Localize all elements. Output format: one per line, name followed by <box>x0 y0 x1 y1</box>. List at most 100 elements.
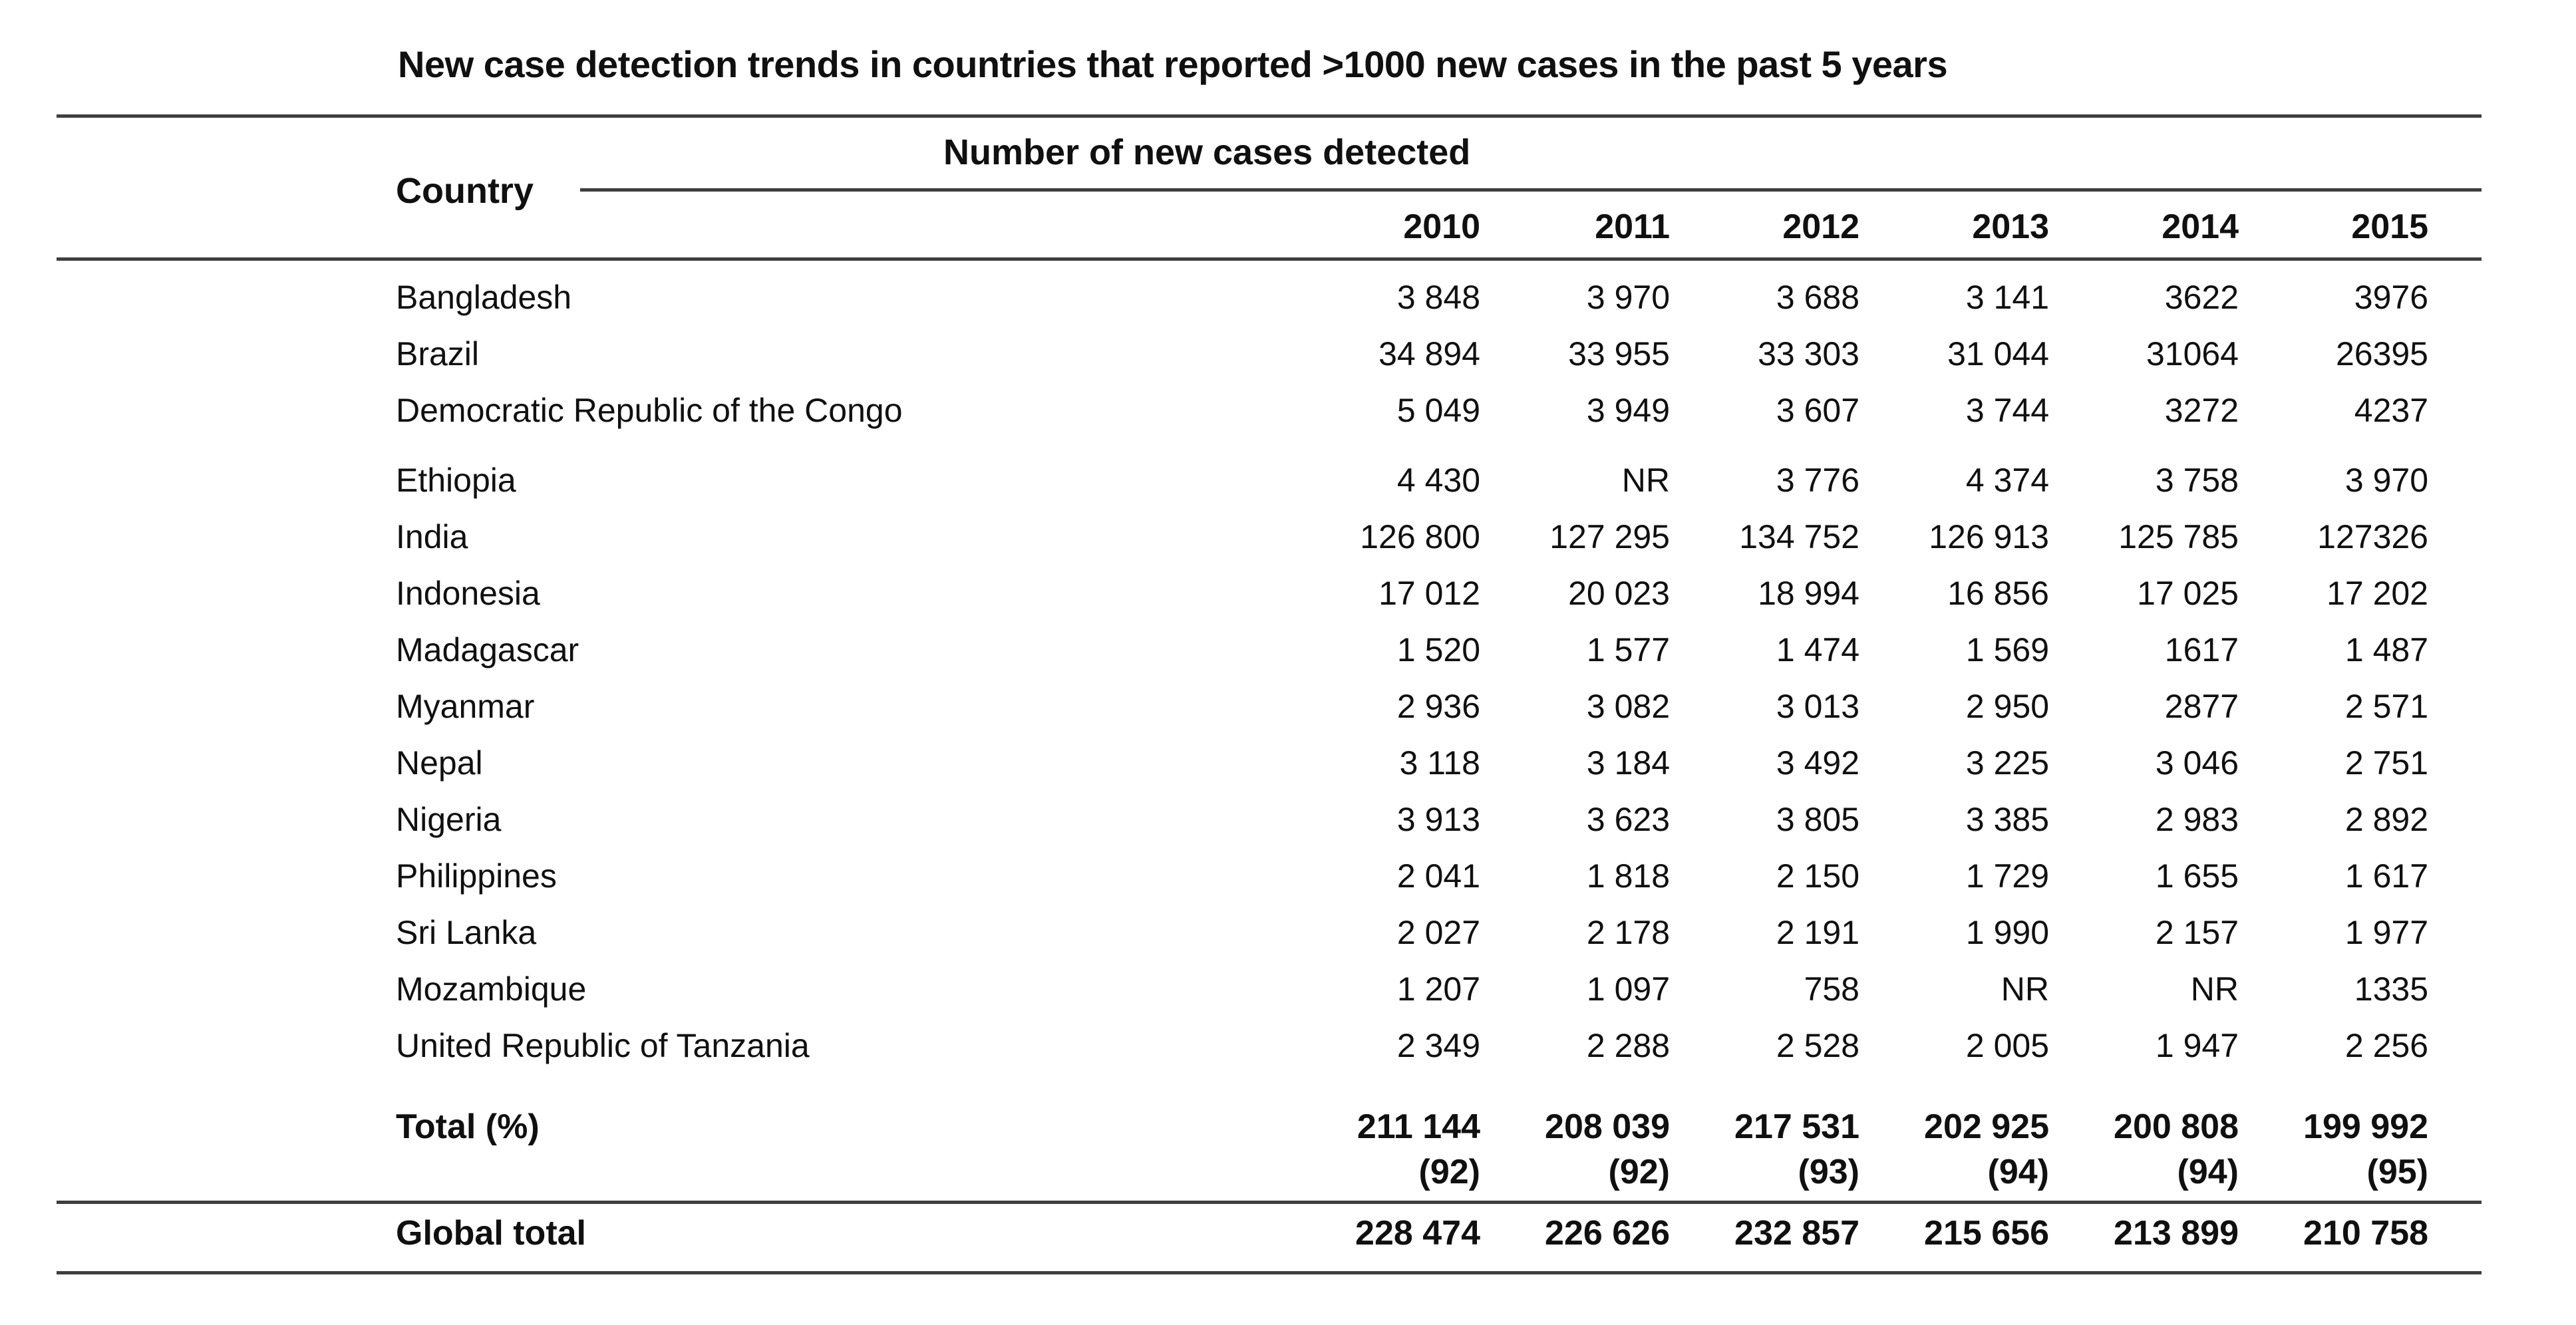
value-cell: 3 848 <box>1396 278 1480 316</box>
year-header: 2011 <box>1595 208 1670 246</box>
table-row: Sri Lanka 2 027 2 178 2 191 1 990 2 157 … <box>57 904 2428 960</box>
value-cell: 2 157 <box>2155 913 2239 951</box>
year-header-underline-rule <box>57 257 2482 261</box>
value-cell: 3 082 <box>1586 687 1670 725</box>
value-cell: 3 970 <box>1586 278 1670 316</box>
table-row: Mozambique 1 207 1 097 758 NR NR 1335 <box>57 960 2428 1017</box>
value-cell: 2 950 <box>1965 687 2049 725</box>
value-cell: 2 005 <box>1965 1026 2049 1064</box>
value-cell: 127326 <box>2317 517 2428 555</box>
value-cell: 2 349 <box>1396 1026 1480 1064</box>
percent-cell: (92) <box>1608 1152 1670 1191</box>
value-cell: 125 785 <box>2118 517 2239 555</box>
value-cell: 17 025 <box>2137 574 2239 612</box>
value-cell: 1 474 <box>1776 631 1859 668</box>
table-row: United Republic of Tanzania 2 349 2 288 … <box>57 1017 2428 1074</box>
table-row: Madagascar 1 520 1 577 1 474 1 569 1617 … <box>57 621 2428 678</box>
value-cell: 26395 <box>2335 335 2428 372</box>
global-value-cell: 215 656 <box>1924 1214 2049 1252</box>
percent-cell: (94) <box>1987 1152 2049 1191</box>
value-cell: 1617 <box>2164 631 2239 668</box>
value-cell: 2 751 <box>2344 744 2428 782</box>
value-cell: 3 623 <box>1586 800 1670 838</box>
total-label: Total (%) <box>396 1107 540 1146</box>
value-cell: 126 800 <box>1360 517 1480 555</box>
total-value-cell: 199 992 <box>2303 1107 2428 1146</box>
value-cell: 3 385 <box>1965 800 2049 838</box>
total-value-cell: 202 925 <box>1924 1107 2049 1146</box>
value-cell: 1 569 <box>1965 631 2049 668</box>
value-cell: 3 776 <box>1776 461 1859 499</box>
value-cell: 2877 <box>2164 687 2239 725</box>
value-cell: 2 041 <box>1396 857 1480 895</box>
value-cell: 4 374 <box>1965 461 2049 499</box>
global-total-top-rule <box>57 1201 2482 1204</box>
value-cell: 3 805 <box>1776 800 1859 838</box>
value-cell: 2 571 <box>2344 687 2428 725</box>
country-cell: United Republic of Tanzania <box>396 1026 810 1064</box>
country-cell: Nepal <box>396 744 483 782</box>
value-cell: 3 184 <box>1586 744 1670 782</box>
value-cell: 1 207 <box>1396 970 1480 1008</box>
value-cell: 3 046 <box>2155 744 2239 782</box>
country-cell: Sri Lanka <box>396 913 537 951</box>
year-header: 2014 <box>2162 208 2239 246</box>
country-cell: Ethiopia <box>396 461 516 499</box>
total-value-cell: 200 808 <box>2114 1107 2239 1146</box>
value-cell: 3976 <box>2354 278 2428 316</box>
country-column-header: Country <box>396 171 534 211</box>
percent-cell: (93) <box>1798 1152 1859 1191</box>
table-body: Bangladesh 3 848 3 970 3 688 3 141 3622 … <box>57 257 2428 1270</box>
table-row: Indonesia 17 012 20 023 18 994 16 856 17… <box>57 565 2428 621</box>
value-cell: 1 729 <box>1965 857 2049 895</box>
value-cell: 3622 <box>2164 278 2239 316</box>
total-value-cell: 211 144 <box>1357 1107 1480 1146</box>
value-cell: 2 256 <box>2344 1026 2428 1064</box>
value-cell: 134 752 <box>1739 517 1859 555</box>
value-cell: 4 430 <box>1396 461 1480 499</box>
value-cell: 1335 <box>2354 970 2428 1008</box>
table-row: Brazil 34 894 33 955 33 303 31 044 31064… <box>57 325 2428 382</box>
country-cell: Nigeria <box>396 800 502 838</box>
table-row: India 126 800 127 295 134 752 126 913 12… <box>57 508 2428 565</box>
value-cell: 1 990 <box>1965 913 2049 951</box>
country-cell: India <box>396 517 468 555</box>
table-row: Bangladesh 3 848 3 970 3 688 3 141 3622 … <box>57 257 2428 325</box>
year-header: 2012 <box>1782 208 1859 246</box>
value-cell: 16 856 <box>1947 574 2049 612</box>
value-cell: 3 758 <box>2155 461 2239 499</box>
total-percent-row: (92) (92) (93) (94) (94) (95) <box>57 1147 2428 1197</box>
value-cell: 2 892 <box>2344 800 2428 838</box>
percent-cell: (92) <box>1418 1152 1480 1191</box>
year-header: 2010 <box>1403 208 1480 246</box>
total-value-cell: 208 039 <box>1545 1107 1670 1146</box>
value-cell: 17 012 <box>1378 574 1480 612</box>
global-value-cell: 210 758 <box>2303 1214 2428 1252</box>
value-cell: 2 150 <box>1776 857 1859 895</box>
value-cell: 1 977 <box>2344 913 2428 951</box>
year-header: 2013 <box>1972 208 2049 246</box>
value-cell: 1 947 <box>2155 1026 2239 1064</box>
value-cell: 3 607 <box>1776 391 1859 429</box>
year-header-row: 2010 2011 2012 2013 2014 2015 <box>57 197 2428 257</box>
value-cell: 18 994 <box>1758 574 1859 612</box>
year-header-spacer <box>57 197 1291 257</box>
value-cell: 4237 <box>2354 391 2428 429</box>
value-cell: 2 288 <box>1586 1026 1670 1064</box>
page-title: New case detection trends in countries t… <box>398 43 1948 85</box>
value-cell: 3272 <box>2164 391 2239 429</box>
table-row: Myanmar 2 936 3 082 3 013 2 950 2877 2 5… <box>57 678 2428 734</box>
value-cell: 3 118 <box>1399 744 1480 782</box>
value-cell: 3 225 <box>1965 744 2049 782</box>
value-cell: 33 955 <box>1568 335 1670 372</box>
value-cell: 127 295 <box>1549 517 1670 555</box>
table-row: Nigeria 3 913 3 623 3 805 3 385 2 983 2 … <box>57 791 2428 847</box>
value-cell: 1 818 <box>1586 857 1670 895</box>
country-cell: Brazil <box>396 335 480 372</box>
table-row: Nepal 3 118 3 184 3 492 3 225 3 046 2 75… <box>57 734 2428 791</box>
span-header: Number of new cases detected <box>943 132 1471 172</box>
value-cell: NR <box>2190 970 2239 1008</box>
value-cell: 1 617 <box>2344 857 2428 895</box>
value-cell: 3 688 <box>1776 278 1859 316</box>
